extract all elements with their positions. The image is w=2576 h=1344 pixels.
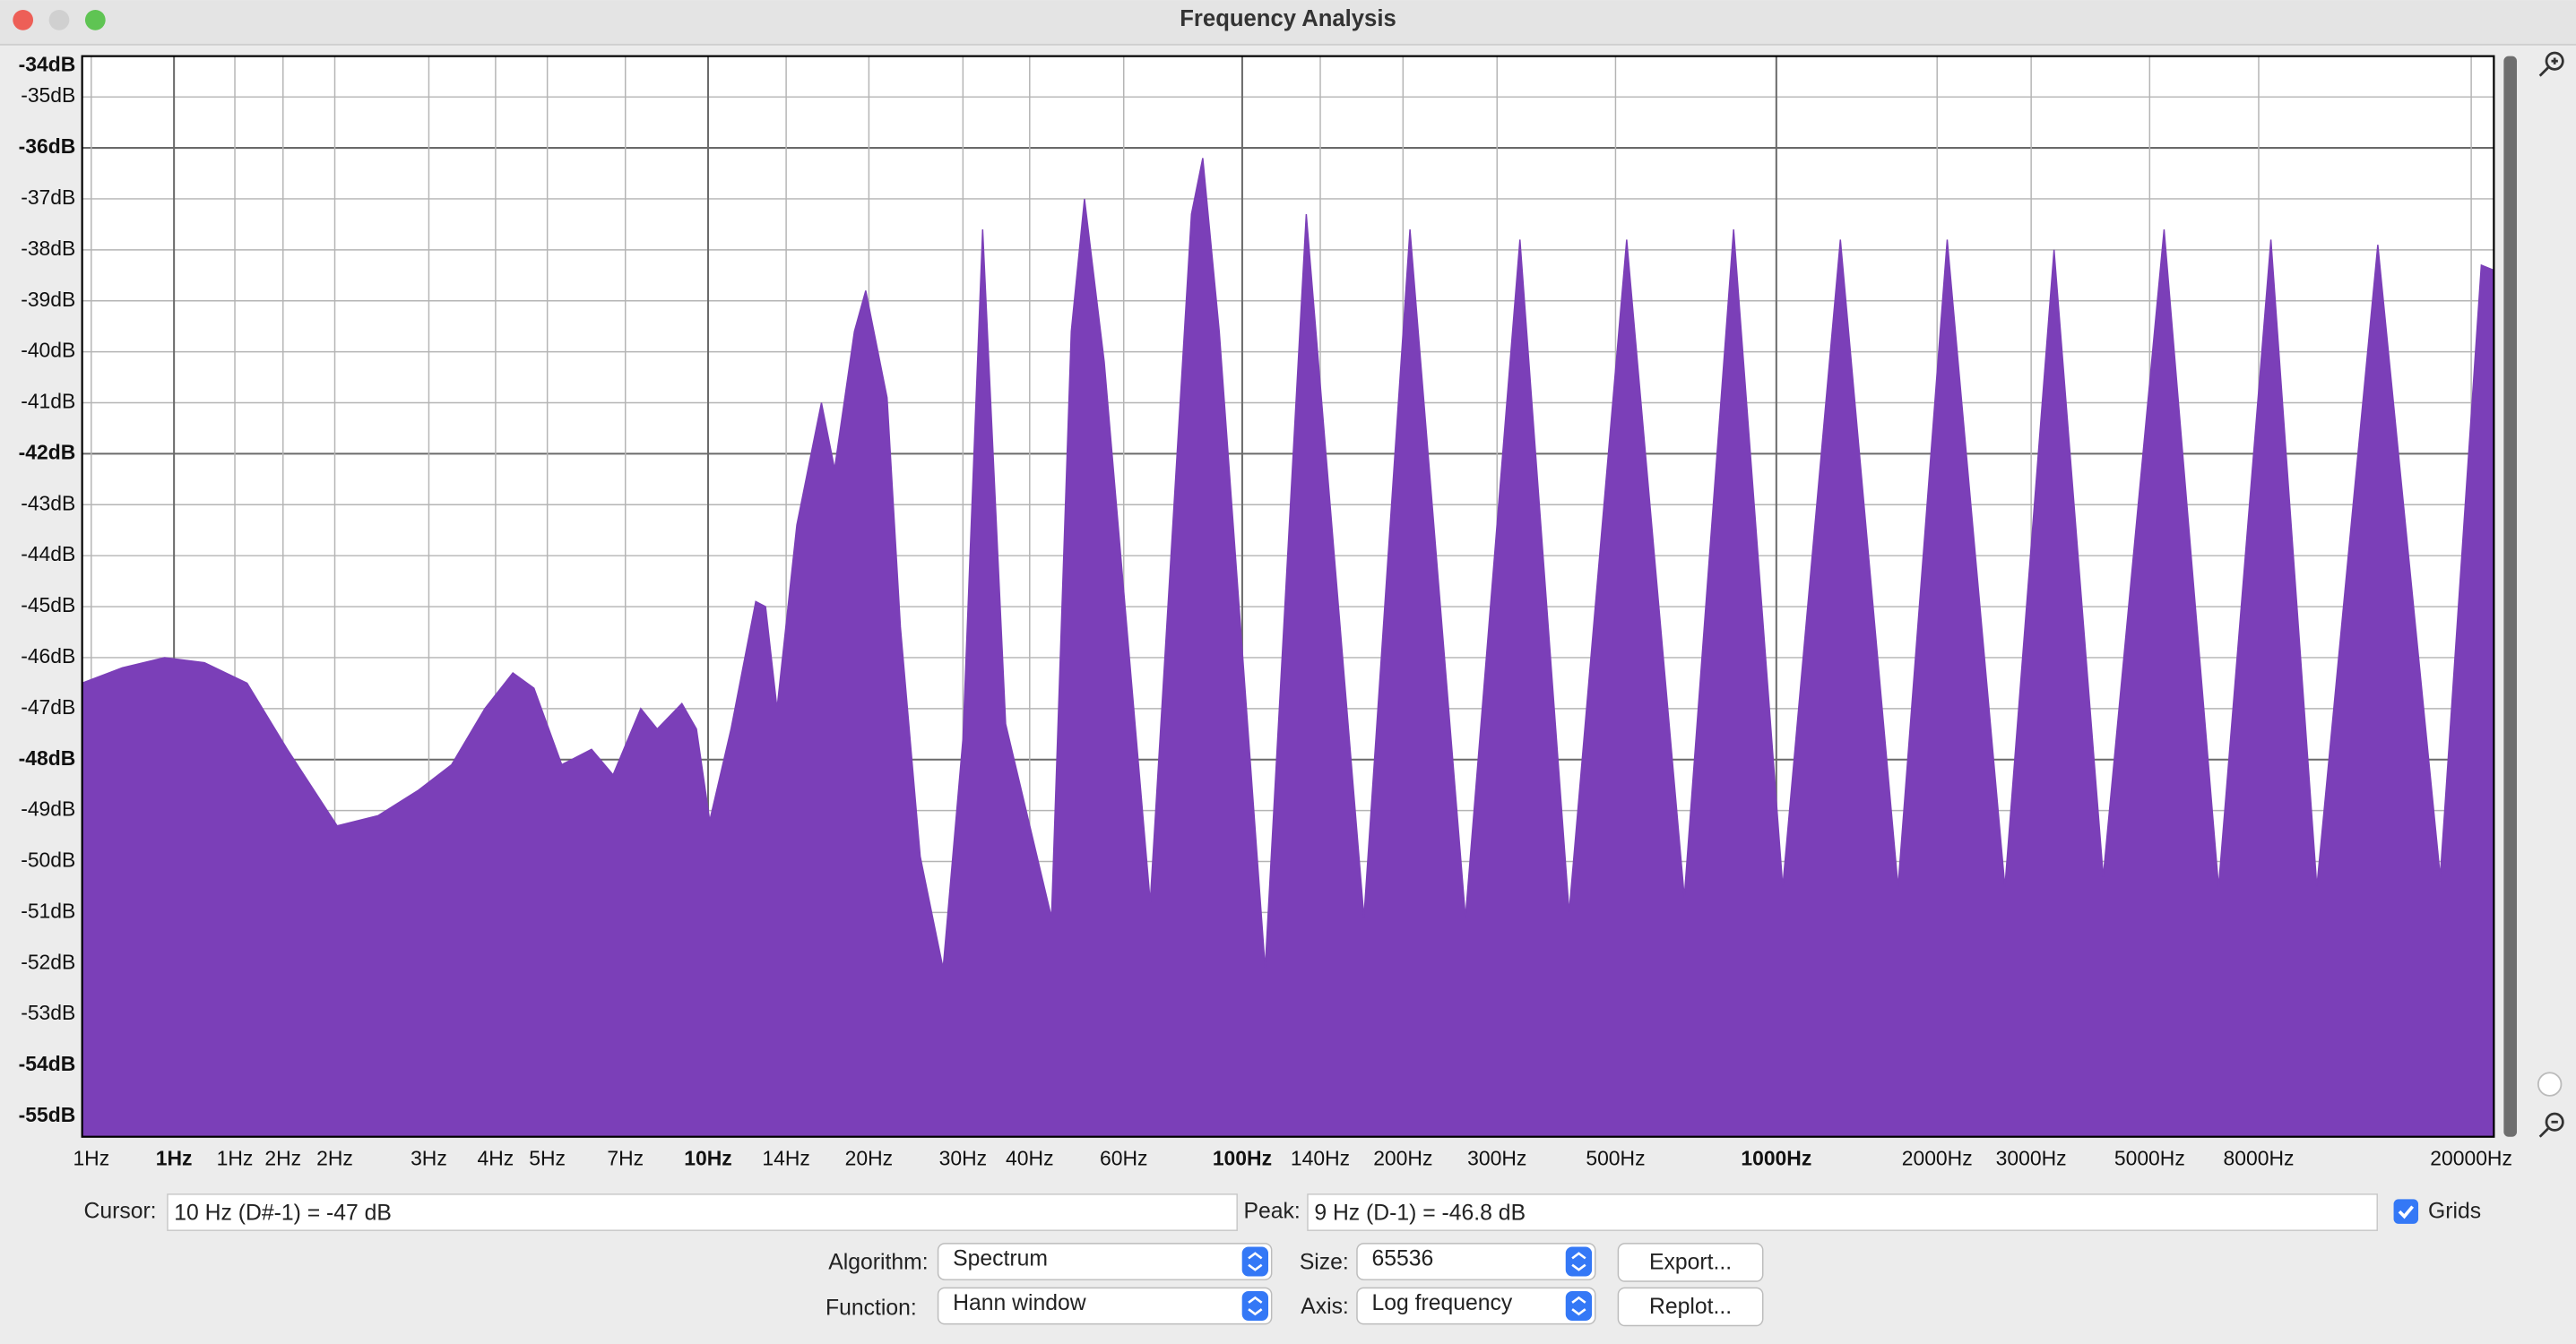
x-tick-label: 500Hz bbox=[1586, 1146, 1645, 1169]
y-tick-label: -43dB bbox=[21, 491, 75, 514]
algorithm-stepper[interactable] bbox=[1241, 1246, 1269, 1277]
close-button[interactable] bbox=[13, 9, 34, 30]
x-tick-label: 4Hz bbox=[478, 1146, 514, 1169]
y-tick-label: -52dB bbox=[21, 950, 75, 973]
y-tick-label: -36dB bbox=[19, 134, 76, 158]
y-tick-label: -49dB bbox=[21, 797, 75, 821]
x-tick-label: 2000Hz bbox=[1902, 1146, 1973, 1169]
x-tick-label: 1Hz bbox=[217, 1146, 254, 1169]
size-stepper[interactable] bbox=[1565, 1246, 1593, 1277]
y-tick-label: -45dB bbox=[21, 593, 75, 616]
replot-button[interactable] bbox=[1617, 1287, 1764, 1327]
x-tick-label: 60Hz bbox=[1100, 1146, 1147, 1169]
export-button-label[interactable]: Export... bbox=[1649, 1250, 1732, 1274]
x-tick-label: 30Hz bbox=[939, 1146, 987, 1169]
y-tick-label: -48dB bbox=[19, 746, 76, 770]
x-tick-label: 200Hz bbox=[1373, 1146, 1432, 1169]
size-value[interactable]: 65536 bbox=[1371, 1247, 1433, 1271]
x-tick-label: 1000Hz bbox=[1741, 1146, 1811, 1169]
y-tick-label: -40dB bbox=[21, 339, 75, 362]
algorithm-value[interactable]: Spectrum bbox=[953, 1247, 1048, 1271]
x-tick-label: 300Hz bbox=[1467, 1146, 1526, 1169]
x-tick-label: 140Hz bbox=[1291, 1146, 1350, 1169]
grids-checkmark bbox=[2398, 1205, 2415, 1219]
y-tick-label: -47dB bbox=[21, 695, 75, 719]
x-tick-label: 1Hz bbox=[156, 1146, 193, 1169]
y-tick-label: -50dB bbox=[21, 849, 75, 872]
axis-value[interactable]: Log frequency bbox=[1371, 1291, 1512, 1315]
peak-field bbox=[1307, 1193, 2378, 1231]
x-tick-label: 7Hz bbox=[607, 1146, 644, 1169]
y-tick-label: -39dB bbox=[21, 288, 75, 311]
zoom-slider-track[interactable] bbox=[2503, 56, 2518, 1137]
peak-label: Peak: bbox=[1244, 1200, 1301, 1224]
y-tick-label: -37dB bbox=[21, 185, 75, 209]
x-tick-label: 3000Hz bbox=[1996, 1146, 2067, 1169]
zoom-out-icon[interactable] bbox=[2538, 1112, 2564, 1138]
stepper-arrows bbox=[1248, 1296, 1263, 1316]
spectrum-area bbox=[82, 158, 2494, 1137]
cursor-label: Cursor: bbox=[83, 1200, 156, 1224]
x-tick-label: 8000Hz bbox=[2223, 1146, 2294, 1169]
x-tick-label: 5Hz bbox=[529, 1146, 566, 1169]
window-title: Frequency Analysis bbox=[1180, 6, 1396, 31]
replot-button-label[interactable]: Replot... bbox=[1649, 1295, 1732, 1319]
function-label: Function: bbox=[826, 1297, 917, 1321]
algorithm-label: Algorithm: bbox=[828, 1250, 928, 1274]
y-tick-label: -46dB bbox=[21, 644, 75, 668]
y-tick-label: -38dB bbox=[21, 237, 75, 260]
grids-label[interactable]: Grids bbox=[2428, 1200, 2481, 1224]
zoom-in-icon[interactable] bbox=[2538, 51, 2564, 77]
y-tick-label: -34dB bbox=[19, 53, 76, 76]
y-tick-label: -55dB bbox=[19, 1103, 76, 1126]
x-tick-label: 3Hz bbox=[411, 1146, 447, 1169]
function-stepper[interactable] bbox=[1241, 1291, 1269, 1321]
y-tick-label: -53dB bbox=[21, 1001, 75, 1024]
x-tick-label: 5000Hz bbox=[2114, 1146, 2185, 1169]
x-tick-label: 10Hz bbox=[684, 1146, 731, 1169]
x-tick-label: 2Hz bbox=[264, 1146, 301, 1169]
function-value[interactable]: Hann window bbox=[953, 1291, 1086, 1315]
y-tick-label: -35dB bbox=[21, 83, 75, 107]
x-tick-label: 1Hz bbox=[73, 1146, 109, 1169]
algorithm-select[interactable] bbox=[937, 1243, 1273, 1280]
stepper-arrows bbox=[1571, 1252, 1586, 1271]
axis-stepper[interactable] bbox=[1565, 1291, 1593, 1321]
title-bar bbox=[0, 0, 2576, 45]
peak-value: 9 Hz (D-1) = -46.8 dB bbox=[1314, 1201, 1526, 1225]
y-tick-label: -51dB bbox=[21, 899, 75, 922]
axis-label: Axis: bbox=[1301, 1295, 1349, 1319]
y-tick-label: -54dB bbox=[19, 1052, 76, 1075]
stepper-arrows bbox=[1571, 1296, 1586, 1316]
zoom-slider-thumb[interactable] bbox=[2537, 1072, 2563, 1097]
cursor-value: 10 Hz (D#-1) = -47 dB bbox=[174, 1201, 392, 1225]
size-select[interactable] bbox=[1356, 1243, 1596, 1280]
axis-select[interactable] bbox=[1356, 1287, 1596, 1325]
function-select[interactable] bbox=[937, 1287, 1273, 1325]
y-tick-label: -41dB bbox=[21, 390, 75, 413]
y-tick-label: -44dB bbox=[21, 542, 75, 565]
stepper-arrows bbox=[1248, 1252, 1263, 1271]
x-tick-label: 14Hz bbox=[762, 1146, 809, 1169]
y-tick-label: -42dB bbox=[19, 440, 76, 463]
plot-border bbox=[81, 55, 2495, 1138]
minimize-button[interactable] bbox=[48, 9, 70, 30]
x-tick-label: 20000Hz bbox=[2430, 1146, 2512, 1169]
zoom-button[interactable] bbox=[84, 9, 106, 30]
export-button[interactable] bbox=[1617, 1243, 1764, 1282]
x-tick-label: 40Hz bbox=[1006, 1146, 1053, 1169]
grids-checkbox[interactable] bbox=[2393, 1199, 2419, 1224]
x-tick-label: 20Hz bbox=[845, 1146, 893, 1169]
size-label: Size: bbox=[1300, 1250, 1349, 1274]
x-tick-label: 2Hz bbox=[316, 1146, 353, 1169]
cursor-field bbox=[167, 1193, 1238, 1231]
x-tick-label: 100Hz bbox=[1213, 1146, 1272, 1169]
